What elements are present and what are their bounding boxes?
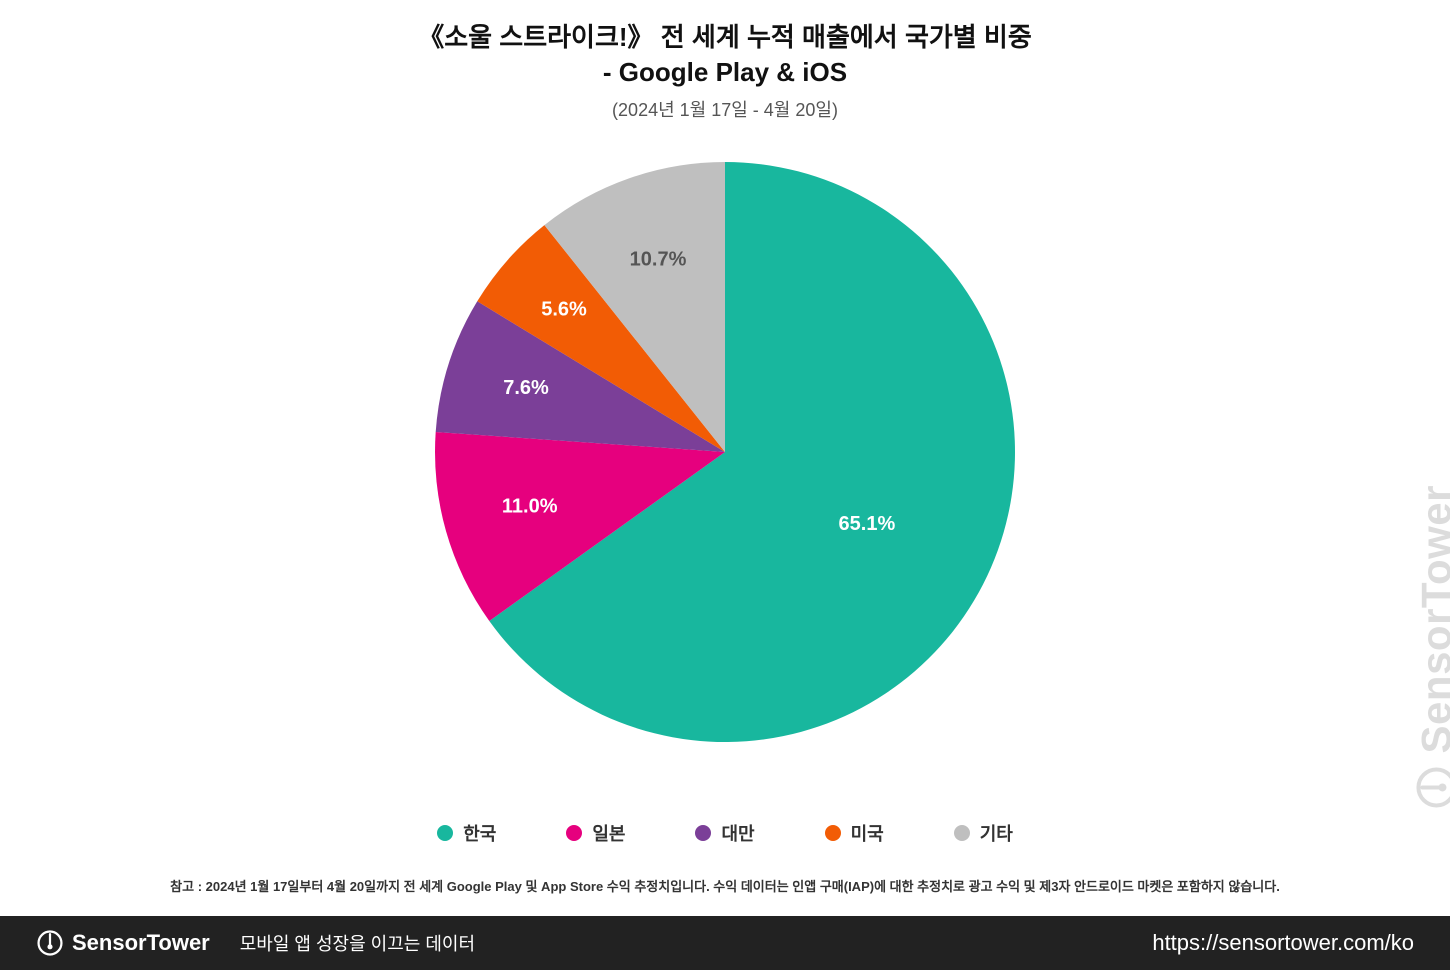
footer-logo-text: SensorTower: [72, 930, 210, 956]
legend-label: 기타: [980, 820, 1013, 846]
pie-label-기타: 10.7%: [630, 249, 687, 271]
pie-label-미국: 5.6%: [541, 299, 587, 321]
legend-swatch: [954, 825, 970, 841]
chart-title-block: 《소울 스트라이크!》 전 세계 누적 매출에서 국가별 비중 - Google…: [0, 0, 1450, 122]
legend-label: 대만: [721, 820, 754, 846]
chart-title-line1: 《소울 스트라이크!》 전 세계 누적 매출에서 국가별 비중: [418, 22, 1032, 52]
pie-label-대만: 7.6%: [503, 377, 549, 399]
legend-item-대만: 대만: [695, 820, 754, 846]
footer-tagline: 모바일 앱 성장을 이끄는 데이터: [240, 930, 475, 956]
legend-swatch: [695, 825, 711, 841]
chart-legend: 한국 일본 대만 미국 기타: [0, 820, 1450, 846]
chart-subtitle: (2024년 1월 17일 - 4월 20일): [0, 96, 1450, 122]
legend-label: 미국: [851, 820, 884, 846]
legend-swatch: [566, 825, 582, 841]
chart-title: 《소울 스트라이크!》 전 세계 누적 매출에서 국가별 비중 - Google…: [0, 20, 1450, 90]
legend-item-일본: 일본: [566, 820, 625, 846]
legend-item-기타: 기타: [954, 820, 1013, 846]
sensortower-logo-icon: [36, 929, 64, 957]
legend-label: 한국: [463, 820, 496, 846]
chart-title-line2: - Google Play & iOS: [603, 57, 847, 87]
legend-swatch: [437, 825, 453, 841]
chart-footnote: 참고 : 2024년 1월 17일부터 4월 20일까지 전 세계 Google…: [0, 876, 1450, 895]
pie-label-한국: 65.1%: [839, 513, 896, 535]
footer-url: https://sensortower.com/ko: [1152, 930, 1414, 956]
legend-label: 일본: [592, 820, 625, 846]
pie-chart: 65.1% 11.0% 7.6% 5.6% 10.7%: [0, 132, 1450, 812]
footer-bar: SensorTower 모바일 앱 성장을 이끄는 데이터 https://se…: [0, 916, 1450, 970]
pie-label-일본: 11.0%: [502, 496, 558, 518]
pie-svg: 65.1% 11.0% 7.6% 5.6% 10.7%: [375, 132, 1075, 772]
sensortower-watermark-icon: [1414, 765, 1450, 809]
watermark: SensorTower: [1412, 485, 1450, 809]
watermark-text: SensorTower: [1412, 485, 1450, 753]
legend-swatch: [825, 825, 841, 841]
footer-logo: SensorTower: [36, 929, 210, 957]
legend-item-미국: 미국: [825, 820, 884, 846]
footer-left: SensorTower 모바일 앱 성장을 이끄는 데이터: [36, 929, 475, 957]
legend-item-한국: 한국: [437, 820, 496, 846]
